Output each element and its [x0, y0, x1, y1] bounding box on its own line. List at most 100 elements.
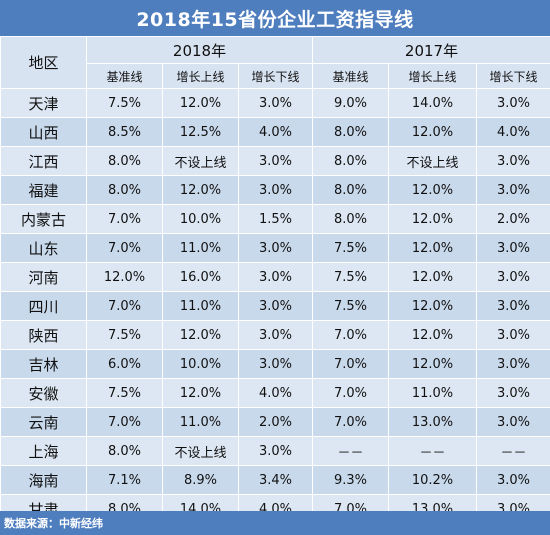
value-cell: 3.0% [476, 465, 550, 495]
value-cell: 8.0% [86, 436, 163, 466]
value-cell: 3.0% [476, 88, 550, 118]
value-cell: 3.0% [476, 262, 550, 292]
value-cell: 7.0% [312, 320, 389, 350]
value-cell: 8.5% [86, 117, 163, 147]
value-cell: 12.0% [388, 320, 477, 350]
value-cell: 3.0% [476, 407, 550, 437]
region-cell: 福建 [0, 175, 87, 205]
value-cell: 14.0% [388, 88, 477, 118]
value-cell: 11.0% [162, 291, 239, 321]
value-cell: 12.0% [162, 175, 239, 205]
value-cell: 11.0% [388, 378, 477, 408]
value-cell: 12.0% [388, 204, 477, 234]
value-cell: 10.0% [162, 204, 239, 234]
region-cell: 江西 [0, 146, 87, 176]
value-cell: 3.0% [238, 291, 313, 321]
wage-guideline-table: 地区 2018年 2017年 基准线 增长上线 增长下线 基准线 增长上线 增长… [0, 36, 550, 524]
value-cell: 12.0% [388, 233, 477, 263]
value-cell: 不设上线 [388, 146, 477, 176]
value-cell: 12.0% [162, 88, 239, 118]
value-cell: 3.0% [476, 146, 550, 176]
value-cell: 7.5% [312, 291, 389, 321]
value-cell: 3.0% [476, 320, 550, 350]
value-cell: 10.2% [388, 465, 477, 495]
value-cell: 11.0% [162, 407, 239, 437]
value-cell: 3.0% [476, 291, 550, 321]
value-cell: －－ [388, 436, 477, 466]
value-cell: 3.0% [476, 175, 550, 205]
value-cell: 12.0% [388, 291, 477, 321]
value-cell: 7.5% [312, 262, 389, 292]
value-cell: 3.0% [238, 349, 313, 379]
region-cell: 山西 [0, 117, 87, 147]
year-header-2017: 2017年 [312, 36, 550, 64]
value-cell: 1.5% [238, 204, 313, 234]
value-cell: 3.0% [238, 175, 313, 205]
value-cell: 3.0% [238, 320, 313, 350]
table-row: 内蒙古 7.0% 10.0% 1.5% 8.0% 12.0% 2.0% [0, 204, 550, 234]
value-cell: 3.0% [238, 88, 313, 118]
table-row: 天津 7.5% 12.0% 3.0% 9.0% 14.0% 3.0% [0, 88, 550, 118]
value-cell: 7.0% [312, 378, 389, 408]
value-cell: 3.0% [238, 233, 313, 263]
value-cell: 7.0% [86, 204, 163, 234]
value-cell: 不设上线 [162, 436, 239, 466]
value-cell: 12.5% [162, 117, 239, 147]
table-row: 四川 7.0% 11.0% 3.0% 7.5% 12.0% 3.0% [0, 291, 550, 321]
table-row: 福建 8.0% 12.0% 3.0% 8.0% 12.0% 3.0% [0, 175, 550, 205]
region-cell: 云南 [0, 407, 87, 437]
table-row: 云南 7.0% 11.0% 2.0% 7.0% 13.0% 3.0% [0, 407, 550, 437]
value-cell: 12.0% [162, 378, 239, 408]
value-cell: 8.0% [312, 117, 389, 147]
table-row: 海南 7.1% 8.9% 3.4% 9.3% 10.2% 3.0% [0, 465, 550, 495]
value-cell: 12.0% [388, 262, 477, 292]
year-header-2018: 2018年 [86, 36, 313, 64]
subheader-upper-2017: 增长上线 [388, 63, 477, 89]
value-cell: 8.9% [162, 465, 239, 495]
value-cell: 9.0% [312, 88, 389, 118]
table-row: 山东 7.0% 11.0% 3.0% 7.5% 12.0% 3.0% [0, 233, 550, 263]
table-body: 天津 7.5% 12.0% 3.0% 9.0% 14.0% 3.0% 山西 8.5% 12.5% 4… [0, 88, 550, 524]
value-cell: 3.0% [238, 436, 313, 466]
value-cell: 不设上线 [162, 146, 239, 176]
region-cell: 海南 [0, 465, 87, 495]
table-row: 上海 8.0% 不设上线 3.0% －－ －－ －－ [0, 436, 550, 466]
value-cell: 6.0% [86, 349, 163, 379]
value-cell: 8.0% [312, 146, 389, 176]
region-cell: 吉林 [0, 349, 87, 379]
value-cell: 12.0% [86, 262, 163, 292]
value-cell: 7.0% [86, 407, 163, 437]
value-cell: 7.0% [312, 407, 389, 437]
table-title: 2018年15省份企业工资指导线 [0, 0, 550, 36]
region-cell: 天津 [0, 88, 87, 118]
table-row: 安徽 7.5% 12.0% 4.0% 7.0% 11.0% 3.0% [0, 378, 550, 408]
value-cell: 4.0% [238, 378, 313, 408]
table-row: 陕西 7.5% 12.0% 3.0% 7.0% 12.0% 3.0% [0, 320, 550, 350]
value-cell: 7.5% [86, 88, 163, 118]
value-cell: 8.0% [312, 175, 389, 205]
region-cell: 安徽 [0, 378, 87, 408]
value-cell: 13.0% [388, 407, 477, 437]
table-row: 河南 12.0% 16.0% 3.0% 7.5% 12.0% 3.0% [0, 262, 550, 292]
subheader-lower-2017: 增长下线 [476, 63, 550, 89]
value-cell: 7.0% [86, 291, 163, 321]
value-cell: 3.0% [238, 146, 313, 176]
value-cell: 7.5% [86, 320, 163, 350]
table-row: 山西 8.5% 12.5% 4.0% 8.0% 12.0% 4.0% [0, 117, 550, 147]
data-source-note: 数据来源：中新经纬 [0, 511, 550, 535]
region-cell: 内蒙古 [0, 204, 87, 234]
value-cell: 7.0% [312, 349, 389, 379]
value-cell: 3.0% [476, 349, 550, 379]
value-cell: 3.0% [476, 233, 550, 263]
region-cell: 四川 [0, 291, 87, 321]
region-cell: 陕西 [0, 320, 87, 350]
value-cell: 2.0% [238, 407, 313, 437]
table-row: 吉林 6.0% 10.0% 3.0% 7.0% 12.0% 3.0% [0, 349, 550, 379]
header-row-metrics: 基准线 增长上线 增长下线 基准线 增长上线 增长下线 [1, 63, 550, 89]
value-cell: 12.0% [162, 320, 239, 350]
value-cell: 7.1% [86, 465, 163, 495]
value-cell: 12.0% [388, 117, 477, 147]
value-cell: －－ [476, 436, 550, 466]
value-cell: 8.0% [86, 146, 163, 176]
